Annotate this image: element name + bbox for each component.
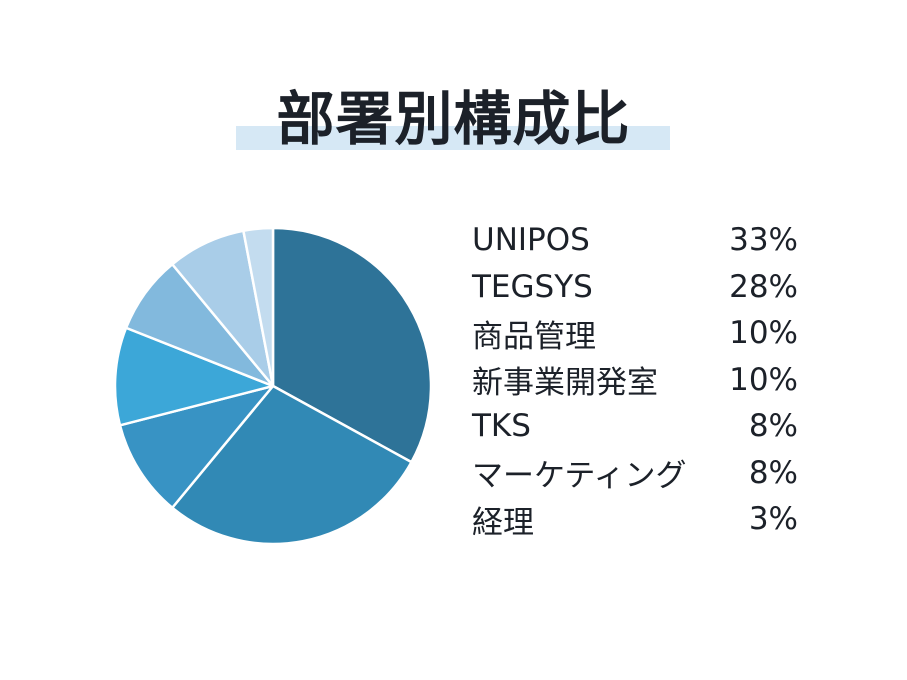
legend-item: UNIPOS 33% xyxy=(472,217,812,264)
legend-value: 28% xyxy=(729,268,798,305)
pie-slice-7 xyxy=(242,226,275,388)
pie-slice-2 xyxy=(171,384,413,546)
legend-value: 8% xyxy=(748,408,798,445)
legend-item: TEGSYS 28% xyxy=(472,264,812,311)
legend: UNIPOS 33% TEGSYS 28% 商品管理 10% 新事業開発室 10% TKS 8% マ… xyxy=(472,217,812,543)
legend-value: 10% xyxy=(729,315,798,352)
legend-item: マーケティング 8% xyxy=(472,450,812,497)
legend-value: 10% xyxy=(729,361,798,398)
legend-value: 33% xyxy=(729,222,798,259)
legend-value: 3% xyxy=(748,501,798,538)
legend-label: 経理 xyxy=(472,504,534,541)
legend-label: TEGSYS xyxy=(472,268,593,305)
pie-slice-1 xyxy=(271,226,433,464)
pie-slice-4 xyxy=(113,326,275,427)
legend-label: 商品管理 xyxy=(472,318,596,355)
legend-label: 新事業開発室 xyxy=(472,365,658,402)
legend-item: 経理 3% xyxy=(472,496,812,543)
legend-item: TKS 8% xyxy=(472,403,812,450)
legend-item: 商品管理 10% xyxy=(472,310,812,357)
legend-label: マーケティング xyxy=(472,458,687,495)
title-highlight xyxy=(236,126,670,150)
legend-value: 8% xyxy=(748,454,798,491)
pie-slices xyxy=(113,226,433,546)
legend-label: TKS xyxy=(472,408,531,445)
title-container: 部署別構成比 xyxy=(0,72,907,156)
legend-label: UNIPOS xyxy=(472,222,590,259)
legend-item: 新事業開発室 10% xyxy=(472,357,812,404)
chart-title: 部署別構成比 xyxy=(276,85,631,153)
